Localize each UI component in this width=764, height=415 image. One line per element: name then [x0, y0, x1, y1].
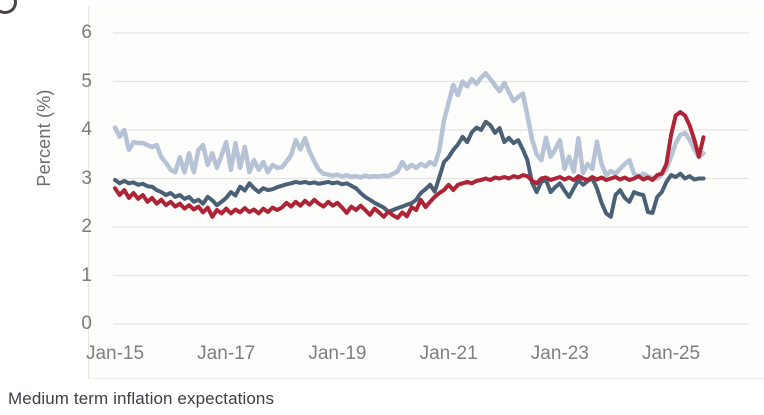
series-red-line: [113, 110, 706, 220]
corner-artifact: [0, 0, 17, 14]
y-tick-label-1: 1: [81, 264, 92, 286]
x-tick-label-Jan-15: Jan-15: [85, 343, 145, 364]
y-tick-label-5: 5: [81, 70, 92, 92]
chart-image-panel: [88, 6, 764, 379]
y-axis-title: Percent (%): [34, 89, 54, 187]
series-light-blue-line: [112, 71, 706, 181]
x-tick-label-Jan-23: Jan-23: [530, 343, 589, 364]
plot-svg: [112, 32, 749, 325]
y-tick-label-4: 4: [81, 119, 92, 140]
y-tick-label-2: 2: [81, 216, 92, 237]
series-dark-blue-line: [113, 119, 706, 219]
x-tick-label-Jan-19: Jan-19: [308, 343, 367, 364]
caption: Medium term inflation expectations: [8, 389, 275, 408]
y-tick-label-3: 3: [81, 167, 92, 189]
x-tick-label-Jan-25: Jan-25: [642, 343, 701, 364]
y-tick-label-0: 0: [81, 313, 92, 334]
x-tick-label-Jan-17: Jan-17: [197, 343, 256, 364]
y-tick-label-6: 6: [81, 22, 92, 43]
x-tick-label-Jan-21: Jan-21: [419, 343, 478, 364]
